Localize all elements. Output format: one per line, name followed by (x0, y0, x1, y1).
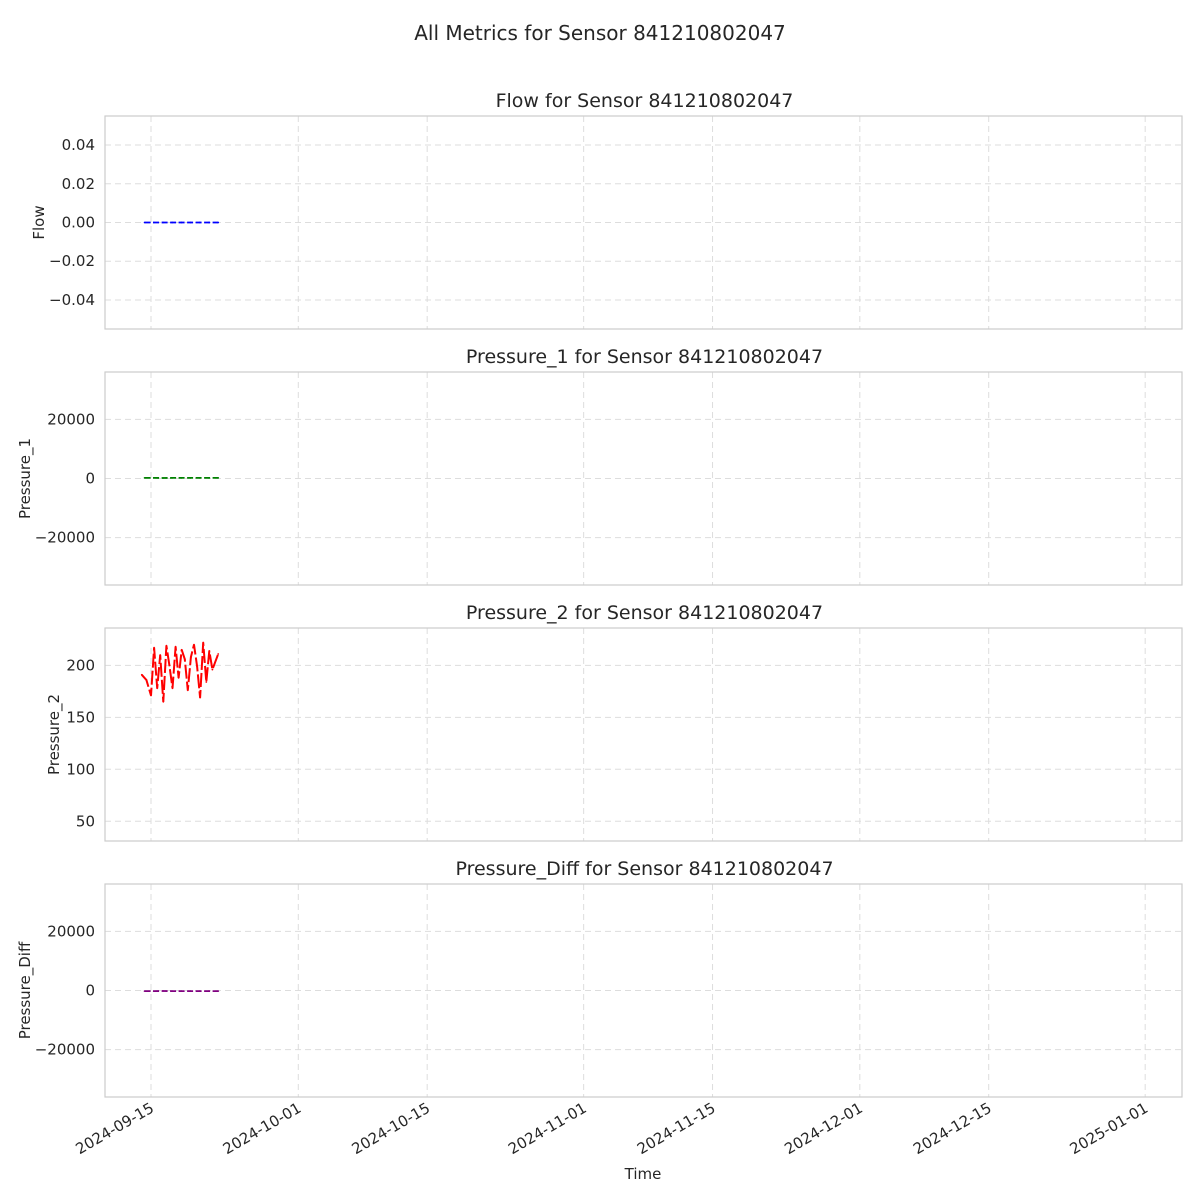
data-point (152, 477, 155, 479)
y-tick-label: −0.02 (49, 252, 95, 270)
data-point (177, 677, 180, 679)
figure-title: All Metrics for Sensor 841210802047 (414, 21, 786, 45)
plot-frame (104, 115, 1183, 330)
data-point (150, 694, 152, 697)
data-point (183, 658, 186, 661)
y-tick-label: 100 (66, 760, 95, 778)
panel-1: −0.04 −0.02 0.00 0.02 0.04 Flow for Sensor 84… (30, 90, 1183, 330)
data-point (180, 221, 183, 224)
data-point (217, 653, 220, 655)
data-point (171, 687, 174, 690)
y-tick-label: 200 (66, 656, 95, 674)
data-point (208, 990, 210, 992)
y-tick-label: 0.04 (62, 136, 95, 154)
data-point (198, 221, 201, 224)
y-tick-label: 0.02 (62, 175, 95, 193)
x-tick-label: 2024-11-15 (634, 1099, 719, 1158)
y-tick-label: −0.04 (49, 291, 95, 309)
data-point (156, 687, 159, 690)
data-point (208, 477, 210, 479)
data-point (198, 477, 201, 479)
data-point (208, 650, 211, 652)
panel-title: Flow for Sensor 841210802047 (496, 90, 794, 112)
x-tick-label: 2025-01-01 (1067, 1099, 1152, 1158)
y-tick-label: 20000 (47, 410, 95, 428)
data-point (196, 665, 199, 668)
data-point (189, 221, 192, 224)
data-point (180, 990, 183, 992)
data-point (189, 990, 192, 992)
y-tick-label: 0 (85, 470, 95, 488)
data-point (202, 641, 205, 644)
data-point (165, 644, 168, 647)
y-axis-label: Pressure_Diff (16, 941, 35, 1039)
data-point (162, 700, 165, 703)
y-tick-label: 0 (85, 982, 95, 1000)
panel-title: Pressure_Diff for Sensor 841210802047 (455, 858, 833, 880)
data-point (159, 654, 162, 656)
data-point (217, 990, 220, 992)
panel-2: −20000 0 20000 Pressure_1 for Sensor 841210… (16, 346, 1183, 586)
data-point (180, 477, 183, 479)
data-point (217, 477, 220, 479)
panels: −0.04 −0.02 0.00 0.02 0.04 Flow for Sensor 84… (16, 90, 1183, 1098)
y-tick-label: 50 (76, 812, 95, 830)
x-axis-label: Time (624, 1165, 662, 1183)
y-axis-label: Pressure_2 (45, 694, 64, 775)
data-point (152, 990, 155, 992)
panel-3: 50 100 150 200 Pressure_2 for Sensor 8412108… (45, 602, 1183, 842)
panel-title: Pressure_1 for Sensor 841210802047 (466, 346, 823, 368)
y-tick-label: 150 (66, 708, 95, 726)
data-point (171, 221, 174, 224)
data-point (208, 221, 210, 224)
series-line (141, 642, 220, 702)
data-point (199, 696, 202, 699)
x-tick-label: 2024-10-15 (349, 1099, 434, 1158)
x-tick-label: 2024-12-01 (781, 1099, 866, 1158)
y-tick-label: 20000 (47, 922, 95, 940)
plot-frame (104, 883, 1183, 1098)
x-axis: 2024-09-15 2024-10-01 2024-10-15 2024-11-01… (73, 1099, 1152, 1158)
plot-frame (104, 627, 1183, 842)
data-point (143, 990, 146, 992)
data-point (143, 221, 146, 224)
data-point (143, 477, 146, 479)
data-point (145, 679, 148, 681)
data-point (186, 689, 189, 692)
y-tick-label: 0.00 (62, 214, 95, 232)
x-tick-label: 2024-11-01 (505, 1099, 590, 1158)
data-point (217, 221, 220, 224)
data-point (162, 477, 164, 479)
plot-frame (104, 371, 1183, 586)
data-point (168, 664, 171, 667)
x-tick-label: 2024-09-15 (73, 1099, 158, 1158)
data-point (193, 643, 195, 646)
x-tick-label: 2024-10-01 (220, 1099, 305, 1158)
data-point (152, 221, 155, 224)
data-point (205, 681, 208, 683)
y-axis-label: Flow (30, 205, 48, 239)
x-tick-label: 2024-12-15 (910, 1099, 995, 1158)
data-point (153, 646, 156, 649)
y-tick-label: −20000 (35, 529, 95, 547)
data-point (162, 990, 164, 992)
data-point (180, 648, 183, 651)
data-point (162, 221, 164, 224)
data-point (198, 990, 201, 992)
data-point (190, 656, 192, 658)
data-point (171, 477, 174, 479)
data-point (189, 477, 192, 479)
data-point (140, 673, 143, 676)
data-point (174, 645, 177, 648)
panel-title: Pressure_2 for Sensor 841210802047 (466, 602, 823, 624)
y-axis-label: Pressure_1 (16, 438, 35, 519)
y-tick-label: −20000 (35, 1041, 95, 1059)
panel-4: −20000 0 20000 Pressure_Diff for Sensor 841… (16, 858, 1183, 1098)
data-point (211, 668, 214, 671)
data-point (171, 990, 174, 992)
